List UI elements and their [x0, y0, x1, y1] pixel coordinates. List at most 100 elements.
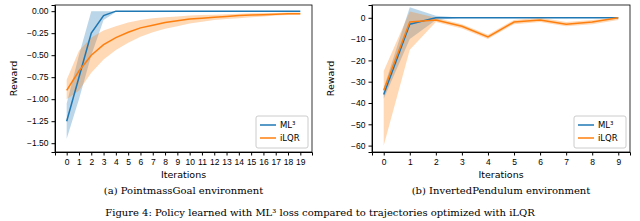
x-tick-label: 10 — [185, 157, 195, 167]
y-tick-mark — [52, 55, 56, 56]
x-axis: 0123456789 — [373, 152, 631, 167]
y-tick-mark — [52, 33, 56, 34]
y-tick-label: −0.50 — [27, 50, 49, 60]
x-tick-label: 15 — [247, 157, 257, 167]
x-tick: 1 — [77, 152, 82, 167]
legend-label: iLQR — [598, 133, 618, 143]
x-tick-mark — [165, 152, 166, 156]
x-tick-label: 11 — [198, 157, 207, 167]
legend-label: ML³ — [280, 120, 295, 130]
x-tick: 3 — [460, 152, 465, 167]
x-tick: 16 — [259, 152, 269, 167]
y-tick-label: −1.00 — [27, 94, 49, 104]
x-tick-label: 2 — [434, 157, 439, 167]
x-tick-mark — [140, 152, 141, 156]
x-tick: 18 — [284, 152, 294, 167]
x-axis-title: Iterations — [478, 169, 523, 180]
x-tick: 5 — [512, 152, 517, 167]
x-tick: 2 — [89, 152, 94, 167]
y-tick-label: −60 — [351, 141, 366, 151]
x-tick-label: 1 — [408, 157, 413, 167]
x-tick-mark — [288, 152, 289, 156]
y-tick: −0.50 — [27, 50, 55, 60]
x-tick: 14 — [235, 152, 245, 167]
x-tick-label: 18 — [284, 157, 294, 167]
legend-box — [574, 116, 626, 148]
x-axis-title: Iterations — [161, 169, 206, 180]
x-tick-mark — [128, 152, 129, 156]
x-axis-line — [56, 153, 313, 156]
y-tick-mark — [52, 77, 56, 78]
x-tick-label: 0 — [65, 157, 70, 167]
chart: 0123456789−60−50−40−30−20−100IterationsR… — [325, 5, 631, 196]
x-tick: 11 — [198, 152, 207, 167]
x-tick-label: 0 — [382, 157, 387, 167]
x-tick: 3 — [102, 152, 107, 167]
figure: 012345678910111213141516171819−1.50−1.25… — [0, 0, 640, 221]
x-tick: 12 — [210, 152, 220, 167]
x-tick-mark — [116, 152, 117, 156]
x-tick-mark — [67, 152, 68, 156]
legend-swatch — [260, 124, 276, 126]
chart-caption: (a) PointmassGoal environment — [104, 185, 263, 196]
legend-label: iLQR — [280, 133, 300, 143]
x-tick: 5 — [126, 152, 131, 167]
x-tick-label: 12 — [210, 157, 220, 167]
x-tick-mark — [190, 152, 191, 156]
y-tick: −1.00 — [27, 94, 55, 104]
x-tick: 8 — [163, 152, 168, 167]
y-tick: −60 — [351, 141, 372, 151]
x-tick-mark — [592, 152, 593, 156]
y-axis-title: Reward — [8, 61, 19, 96]
x-tick-mark — [276, 152, 277, 156]
chart: 012345678910111213141516171819−1.50−1.25… — [8, 5, 313, 196]
y-tick-mark — [369, 82, 373, 83]
x-tick: 8 — [590, 152, 595, 167]
x-tick-label: 5 — [512, 157, 517, 167]
x-tick-label: 6 — [139, 157, 144, 167]
y-axis-line — [52, 6, 56, 153]
y-tick-label: −30 — [351, 77, 366, 87]
plot-frame — [372, 5, 630, 152]
y-tick: −40 — [351, 98, 372, 108]
x-tick-label: 6 — [538, 157, 543, 167]
y-tick-mark — [369, 18, 373, 19]
x-tick-mark — [202, 152, 203, 156]
x-tick-mark — [436, 152, 437, 156]
x-tick: 17 — [271, 152, 281, 167]
x-axis-line — [373, 153, 631, 156]
x-tick: 9 — [175, 152, 180, 167]
y-tick-mark — [52, 99, 56, 100]
y-tick: −10 — [351, 34, 372, 44]
y-tick: −30 — [351, 77, 372, 87]
x-tick-label: 16 — [259, 157, 269, 167]
legend-label: ML³ — [598, 120, 613, 130]
y-tick-mark — [369, 39, 373, 40]
x-tick: 0 — [65, 152, 70, 167]
y-axis-line — [369, 6, 373, 153]
x-tick-label: 8 — [590, 157, 595, 167]
y-tick: −20 — [351, 56, 372, 66]
y-tick-label: 0.00 — [32, 6, 49, 16]
line — [384, 18, 619, 90]
legend: ML³ iLQR — [574, 116, 626, 148]
x-tick: 0 — [382, 152, 387, 167]
band — [67, 12, 301, 99]
y-tick-label: −0.75 — [27, 72, 49, 82]
x-tick-mark — [239, 152, 240, 156]
x-tick-mark — [618, 152, 619, 156]
y-tick-label: −50 — [351, 120, 366, 130]
y-axis-title: Reward — [325, 61, 336, 96]
y-tick-mark — [369, 146, 373, 147]
x-tick-label: 13 — [222, 157, 232, 167]
plot-area — [384, 7, 619, 145]
x-tick: 4 — [486, 152, 491, 167]
x-tick: 1 — [408, 152, 413, 167]
y-tick-label: −20 — [351, 56, 366, 66]
y-tick-mark — [52, 121, 56, 122]
x-tick-mark — [566, 152, 567, 156]
y-axis: −1.50−1.25−1.00−0.75−0.50−0.250.00 — [27, 6, 56, 153]
legend-swatch — [578, 124, 594, 126]
x-tick: 6 — [139, 152, 144, 167]
x-tick-mark — [177, 152, 178, 156]
